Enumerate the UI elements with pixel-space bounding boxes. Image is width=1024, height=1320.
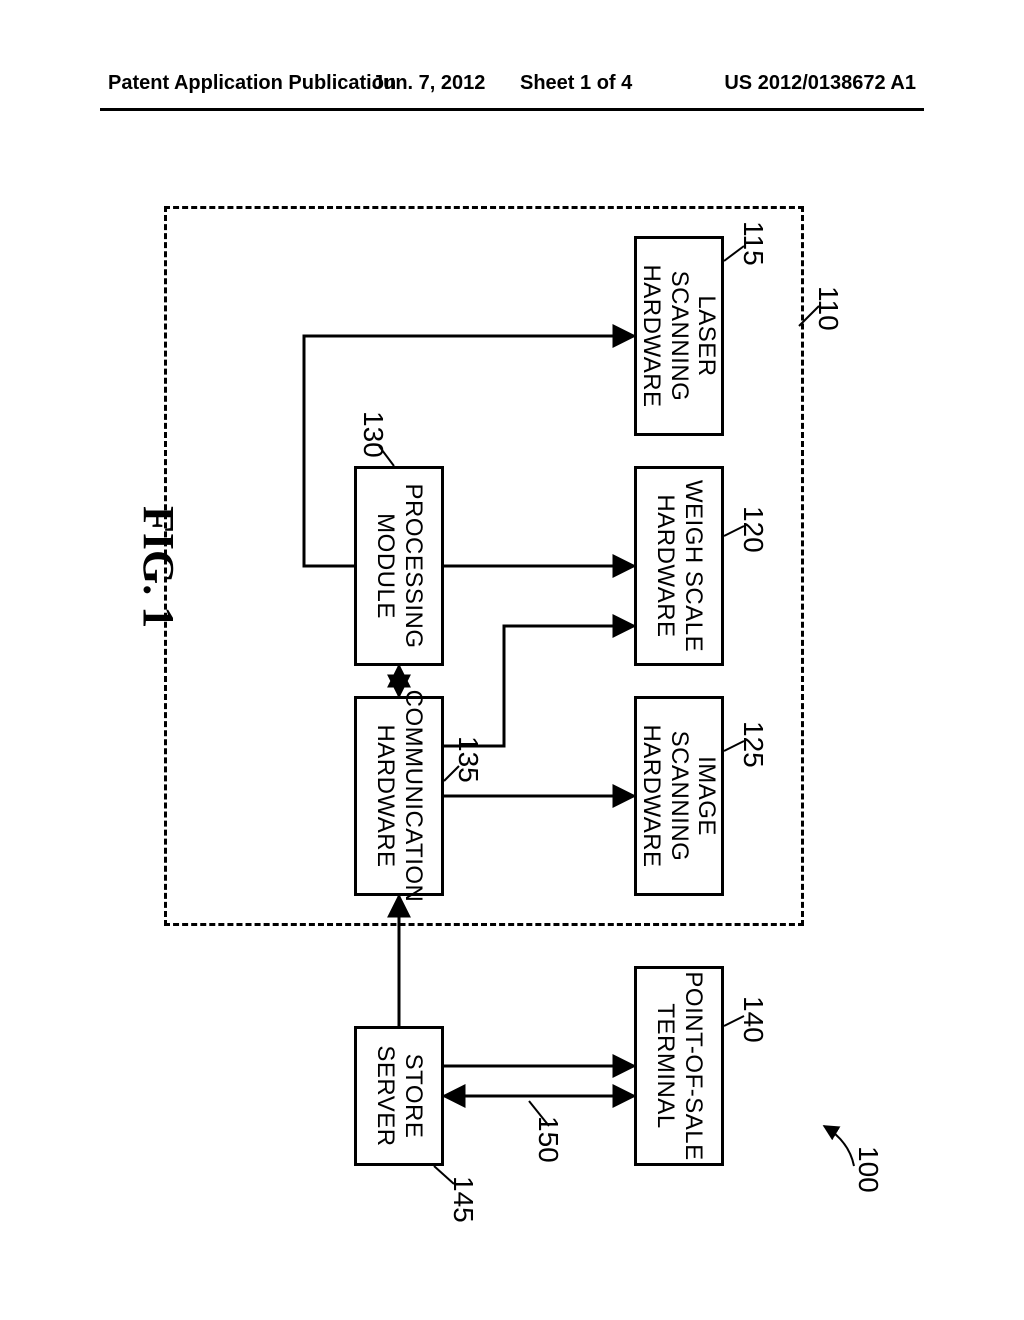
header-rule [100, 108, 924, 111]
ref-150: 150 [532, 1116, 564, 1163]
figure-label: FIG. 1 [133, 506, 184, 628]
pub-date: Jun. 7, 2012 [372, 72, 485, 95]
pos-terminal-block: POINT-OF-SALETERMINAL [634, 966, 724, 1166]
ref-145: 145 [447, 1176, 479, 1223]
figure-area: LASER SCANNINGHARDWARE WEIGH SCALEHARDWA… [100, 166, 924, 1236]
pub-label: Patent Application Publication [108, 72, 396, 95]
weigh-scale-block: WEIGH SCALEHARDWARE [634, 466, 724, 666]
sheet-label: Sheet 1 of 4 [520, 72, 632, 95]
ref-115: 115 [737, 221, 769, 266]
ref-125: 125 [737, 721, 769, 768]
ref-130: 130 [357, 411, 389, 458]
ref-135: 135 [452, 736, 484, 783]
store-server-block: STORESERVER [354, 1026, 444, 1166]
communication-block: COMMUNICATIONHARDWARE [354, 696, 444, 896]
processing-block: PROCESSINGMODULE [354, 466, 444, 666]
diagram-stage: LASER SCANNINGHARDWARE WEIGH SCALEHARDWA… [100, 166, 924, 1236]
image-scanning-block: IMAGE SCANNINGHARDWARE [634, 696, 724, 896]
ref-120: 120 [737, 506, 769, 553]
ref-110: 110 [812, 286, 844, 331]
laser-scanning-block: LASER SCANNINGHARDWARE [634, 236, 724, 436]
ref-140: 140 [737, 996, 769, 1043]
ref-100: 100 [852, 1146, 884, 1193]
pub-number: US 2012/0138672 A1 [724, 72, 916, 95]
